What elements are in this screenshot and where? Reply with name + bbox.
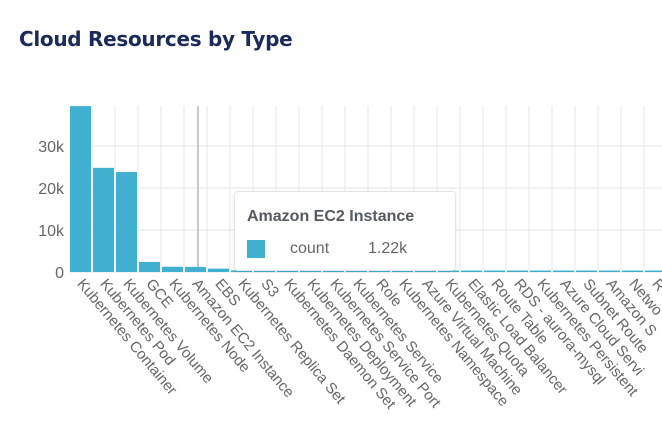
bar — [415, 270, 436, 272]
y-tick-label: 10k — [38, 223, 65, 240]
bar — [208, 268, 229, 272]
y-tick-label: 30k — [38, 139, 65, 156]
bar — [507, 270, 528, 272]
bar — [530, 270, 551, 272]
bar — [231, 270, 252, 272]
bar — [622, 270, 643, 272]
bar — [392, 270, 413, 272]
bar — [576, 270, 597, 272]
tooltip-title: Amazon EC2 Instance — [247, 208, 415, 225]
bar — [553, 270, 574, 272]
bar — [139, 261, 160, 272]
bar — [254, 270, 275, 272]
tooltip-value: 1.22k — [368, 240, 408, 257]
bar — [185, 266, 206, 272]
bar — [300, 270, 321, 272]
chart-title: Cloud Resources by Type — [19, 27, 293, 51]
bar — [438, 270, 459, 272]
bar — [461, 270, 482, 272]
bar — [599, 270, 620, 272]
bar — [277, 270, 298, 272]
bar — [93, 167, 114, 272]
bar — [346, 270, 367, 272]
bar — [162, 266, 183, 272]
y-tick-label: 20k — [38, 181, 65, 198]
bar — [484, 270, 505, 272]
tooltip-swatch — [247, 240, 265, 258]
bar — [70, 106, 91, 272]
bar — [645, 270, 662, 272]
bar — [323, 270, 344, 272]
bar — [369, 270, 390, 272]
tooltip-series: count — [290, 240, 330, 257]
tooltip: Amazon EC2 Instance count 1.22k — [234, 191, 456, 271]
y-tick-label: 0 — [55, 265, 64, 282]
bar — [116, 172, 137, 272]
